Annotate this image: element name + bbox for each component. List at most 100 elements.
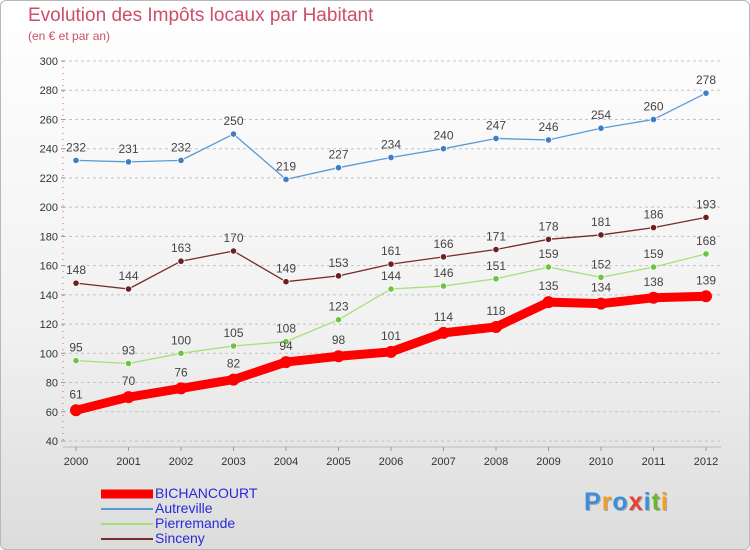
data-label-sinceny: 149 bbox=[276, 262, 296, 276]
data-label-autreville: 247 bbox=[486, 118, 506, 132]
x-tick-label: 2007 bbox=[431, 456, 455, 468]
data-point-bichancourt bbox=[122, 391, 135, 404]
chart-legend: BICHANCOURT Autreville Pierremande Sinceny bbox=[101, 485, 321, 546]
data-point-pierremande bbox=[124, 359, 133, 368]
chart-title: Evolution des Impôts locaux par Habitant bbox=[28, 5, 374, 26]
x-tick-label: 2000 bbox=[64, 456, 88, 468]
y-tick-label: 240 bbox=[40, 144, 58, 156]
logo-letter: P bbox=[584, 488, 602, 516]
data-point-pierremande bbox=[597, 273, 605, 281]
data-point-pierremande bbox=[544, 263, 553, 271]
data-point-pierremande bbox=[439, 282, 448, 290]
y-tick-label: 60 bbox=[46, 407, 58, 419]
data-point-sinceny bbox=[439, 253, 448, 261]
y-tick-label: 40 bbox=[46, 436, 58, 448]
data-point-bichancourt bbox=[542, 296, 555, 309]
legend-item-pierremande: Pierremande bbox=[101, 515, 321, 531]
x-tick-label: 2009 bbox=[536, 456, 560, 468]
y-tick-label: 200 bbox=[40, 202, 58, 214]
data-point-sinceny bbox=[177, 257, 185, 265]
data-point-sinceny bbox=[649, 224, 658, 232]
data-point-pierremande bbox=[702, 250, 710, 258]
data-label-pierremande: 93 bbox=[122, 344, 136, 358]
legend-swatch-bichancourt bbox=[101, 489, 153, 498]
x-tick-label: 2010 bbox=[589, 456, 613, 468]
data-point-autreville bbox=[439, 145, 448, 153]
data-label-pierremande: 159 bbox=[538, 247, 558, 261]
data-point-autreville bbox=[124, 158, 133, 166]
data-point-pierremande bbox=[334, 316, 343, 324]
series-line-autreville bbox=[75, 92, 707, 181]
x-tick-label: 2004 bbox=[274, 456, 298, 468]
logo-letter: i bbox=[643, 488, 652, 516]
x-tick-label: 2006 bbox=[379, 456, 403, 468]
data-point-bichancourt bbox=[385, 345, 397, 358]
data-label-pierremande: 159 bbox=[643, 247, 663, 261]
data-label-pierremande: 146 bbox=[433, 266, 453, 280]
legend-label-autreville: Autreville bbox=[155, 500, 213, 516]
y-tick-label: 280 bbox=[40, 85, 58, 97]
data-label-sinceny: 161 bbox=[381, 244, 401, 258]
data-point-bichancourt bbox=[647, 291, 660, 304]
data-label-bichancourt: 138 bbox=[643, 275, 663, 289]
data-label-bichancourt: 82 bbox=[227, 357, 241, 371]
x-tick-label: 2005 bbox=[326, 456, 350, 468]
data-label-bichancourt: 94 bbox=[279, 339, 293, 353]
data-label-bichancourt: 139 bbox=[696, 273, 716, 287]
data-label-bichancourt: 76 bbox=[174, 365, 188, 379]
data-label-sinceny: 166 bbox=[433, 237, 453, 251]
logo-letter: t bbox=[651, 488, 661, 516]
data-label-sinceny: 148 bbox=[66, 263, 86, 277]
legend-item-autreville: Autreville bbox=[101, 500, 321, 516]
data-label-pierremande: 152 bbox=[591, 257, 611, 271]
data-label-bichancourt: 98 bbox=[332, 333, 346, 347]
data-point-pierremande bbox=[282, 338, 290, 346]
data-point-bichancourt bbox=[332, 350, 345, 363]
legend-label-pierremande: Pierremande bbox=[155, 515, 236, 531]
data-point-sinceny bbox=[124, 285, 133, 293]
data-point-bichancourt bbox=[700, 290, 712, 303]
data-point-bichancourt bbox=[437, 326, 450, 339]
data-point-pierremande bbox=[72, 357, 80, 365]
data-label-autreville: 250 bbox=[223, 114, 243, 128]
x-tick-label: 2008 bbox=[484, 456, 508, 468]
logo-letter: i bbox=[660, 488, 669, 516]
data-label-sinceny: 178 bbox=[538, 219, 558, 233]
data-label-sinceny: 163 bbox=[171, 241, 191, 255]
data-label-bichancourt: 134 bbox=[591, 281, 611, 295]
data-label-pierremande: 168 bbox=[696, 234, 716, 248]
data-label-sinceny: 171 bbox=[486, 230, 506, 244]
legend-swatch-sinceny bbox=[101, 537, 153, 540]
legend-label-bichancourt: BICHANCOURT bbox=[155, 485, 258, 501]
data-label-pierremande: 105 bbox=[223, 326, 243, 340]
data-label-bichancourt: 135 bbox=[538, 279, 558, 293]
data-point-bichancourt bbox=[227, 373, 240, 386]
x-tick-label: 2011 bbox=[642, 456, 666, 468]
y-tick-label: 140 bbox=[40, 290, 58, 302]
data-label-sinceny: 144 bbox=[118, 269, 138, 283]
data-label-autreville: 232 bbox=[171, 140, 191, 154]
data-point-sinceny bbox=[492, 245, 500, 254]
data-label-bichancourt: 101 bbox=[381, 329, 401, 343]
data-point-autreville bbox=[72, 156, 80, 164]
data-point-autreville bbox=[387, 153, 395, 162]
data-point-autreville bbox=[334, 164, 343, 172]
data-label-pierremande: 95 bbox=[69, 341, 83, 355]
data-point-autreville bbox=[544, 136, 553, 144]
data-point-sinceny bbox=[597, 231, 605, 239]
data-point-bichancourt bbox=[280, 356, 292, 369]
y-tick-label: 180 bbox=[40, 231, 58, 243]
x-tick-label: 2012 bbox=[694, 456, 718, 468]
data-point-autreville bbox=[492, 134, 500, 143]
legend-label-sinceny: Sinceny bbox=[155, 530, 205, 546]
data-label-autreville: 254 bbox=[591, 108, 611, 122]
data-label-pierremande: 151 bbox=[486, 259, 506, 273]
data-label-pierremande: 123 bbox=[328, 300, 348, 314]
data-label-autreville: 246 bbox=[538, 120, 558, 134]
data-point-autreville bbox=[229, 130, 238, 138]
data-label-autreville: 227 bbox=[328, 148, 348, 162]
data-label-sinceny: 181 bbox=[591, 215, 611, 229]
legend-swatch-autreville bbox=[101, 507, 153, 510]
